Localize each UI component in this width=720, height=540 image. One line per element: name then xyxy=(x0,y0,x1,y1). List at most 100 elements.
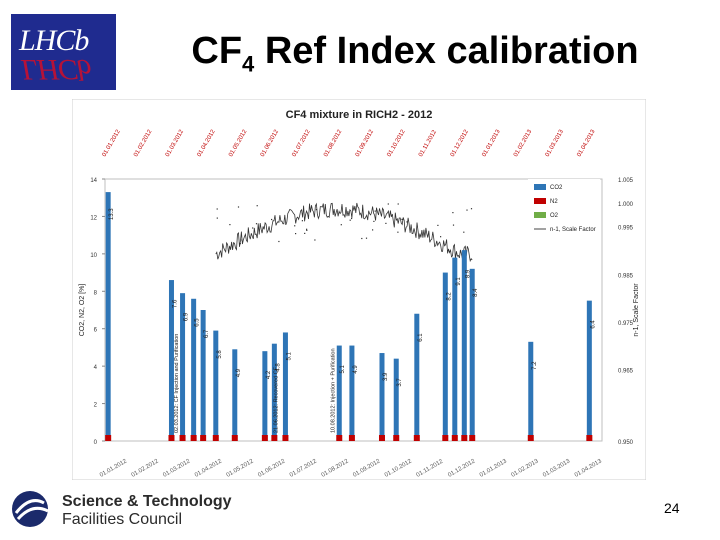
scale-factor-point xyxy=(463,231,465,233)
n2-marker xyxy=(200,435,207,441)
y2-tick-label: 1.000 xyxy=(618,202,634,208)
co2-data-label: 4.2 xyxy=(266,370,272,379)
n2-marker xyxy=(261,435,268,441)
title-subscript: 4 xyxy=(242,51,255,77)
scale-factor-point xyxy=(466,209,468,211)
co2-bar xyxy=(461,250,467,441)
co2-data-label: 5.8 xyxy=(217,350,223,359)
scale-factor-point xyxy=(306,228,308,230)
co2-data-label: 4.8 xyxy=(275,363,281,372)
y2-tick-label: 0.995 xyxy=(618,226,634,232)
co2-bar xyxy=(200,310,206,441)
co2-bar xyxy=(469,268,475,441)
scale-factor-point xyxy=(304,232,306,234)
co2-bar xyxy=(213,330,219,441)
legend-label: n-1, Scale Factor xyxy=(550,227,596,233)
co2-data-label: 6.7 xyxy=(204,329,210,338)
legend-swatch xyxy=(534,198,546,204)
co2-bar xyxy=(379,353,385,441)
cf4-mixture-chart: CF4 mixture in RICH2 - 2012 0 2 4 6 8 10 12 14 0.… xyxy=(71,98,647,481)
legend-label: N2 xyxy=(550,199,558,205)
co2-data-label: 4.9 xyxy=(236,368,242,377)
scale-factor-point xyxy=(397,203,399,205)
n2-marker xyxy=(231,435,238,441)
co2-bar xyxy=(528,341,534,441)
title-suffix: Ref Index calibration xyxy=(254,30,639,72)
y2-tick-label: 1.005 xyxy=(618,178,634,184)
scale-factor-series-line xyxy=(215,202,473,263)
co2-data-label: 3.7 xyxy=(397,378,403,387)
scale-factor-point xyxy=(397,231,399,233)
n2-marker xyxy=(190,435,197,441)
y-tick-label: 2 xyxy=(94,403,98,409)
scale-factor-point xyxy=(349,219,351,221)
y-tick-label: 4 xyxy=(94,365,98,371)
n2-marker xyxy=(469,435,476,441)
chart-container: CF4 mixture in RICH2 - 2012 0 2 4 6 8 10 12 14 0.… xyxy=(71,98,647,481)
co2-bar xyxy=(191,298,197,441)
legend-label: CO2 xyxy=(550,185,563,191)
stfc-name-line1: Science & Technology xyxy=(62,493,232,510)
page-number: 24 xyxy=(664,500,680,516)
co2-data-label: 6.1 xyxy=(418,333,424,342)
stfc-logo: Science & Technology Facilities Council xyxy=(10,489,250,531)
annotation-text: 02.03.2012: CF Injection and Purificatio… xyxy=(174,334,180,433)
slide-title: CF4 Ref Index calibration xyxy=(155,30,675,78)
y-tick-label: 6 xyxy=(94,328,98,334)
co2-bar xyxy=(336,345,342,441)
n2-marker xyxy=(348,435,355,441)
co2-data-label: 5.1 xyxy=(340,365,346,374)
scale-factor-point xyxy=(237,206,240,208)
co2-data-label: 8.4 xyxy=(473,288,479,297)
scale-factor-point xyxy=(406,221,408,223)
co2-data-label: 8.2 xyxy=(446,292,452,301)
chart-frame xyxy=(71,98,647,481)
co2-data-label: 9.1 xyxy=(456,277,462,286)
scale-factor-point xyxy=(278,240,280,243)
stfc-name-line2: Facilities Council xyxy=(62,511,183,528)
scale-factor-point xyxy=(440,236,442,238)
co2-bar xyxy=(414,313,420,441)
co2-data-label: 6.5 xyxy=(195,318,201,327)
n2-marker xyxy=(212,435,219,441)
scale-factor-point xyxy=(252,227,254,229)
lhcb-logo-reflection: LHCb xyxy=(21,53,91,86)
scale-factor-point xyxy=(306,229,308,231)
co2-bar xyxy=(349,345,355,441)
scale-factor-point xyxy=(437,224,439,226)
n2-marker xyxy=(451,435,458,441)
co2-data-label: 7.2 xyxy=(532,361,538,370)
scale-factor-point xyxy=(351,217,353,220)
n2-marker xyxy=(282,435,289,441)
scale-factor-point xyxy=(229,224,231,226)
scale-factor-point xyxy=(387,203,389,205)
scale-factor-point xyxy=(271,218,273,221)
y-axis-title: CO2, N2, O2 [%] xyxy=(79,284,86,337)
scale-factor-point xyxy=(372,229,374,231)
co2-data-label: 6.9 xyxy=(184,312,190,321)
co2-bar xyxy=(168,280,174,441)
n2-marker xyxy=(527,435,534,441)
co2-data-label: 4.9 xyxy=(353,365,359,374)
n2-marker xyxy=(378,435,385,441)
scale-factor-point xyxy=(315,209,318,211)
co2-bar xyxy=(232,349,238,441)
title-prefix: CF xyxy=(191,30,243,72)
n2-marker xyxy=(413,435,420,441)
scale-factor-point xyxy=(385,222,387,224)
annotation-text: 21.06.2012: Recovered CF xyxy=(274,366,280,433)
scale-factor-point xyxy=(216,208,218,210)
scale-factor-point xyxy=(256,205,258,207)
co2-bar xyxy=(586,300,592,441)
co2-bar xyxy=(262,351,268,441)
scale-factor-point xyxy=(301,220,303,222)
y2-tick-label: 0.965 xyxy=(618,369,634,375)
y-tick-label: 14 xyxy=(90,178,97,184)
scale-factor-point xyxy=(452,224,455,226)
scale-factor-point xyxy=(373,220,375,222)
n2-marker xyxy=(586,435,593,441)
y2-axis-title: n-1, Scale Factor xyxy=(633,283,640,337)
legend-swatch xyxy=(534,184,546,190)
co2-data-label: 5.1 xyxy=(286,351,292,360)
scale-factor-point xyxy=(239,243,241,245)
